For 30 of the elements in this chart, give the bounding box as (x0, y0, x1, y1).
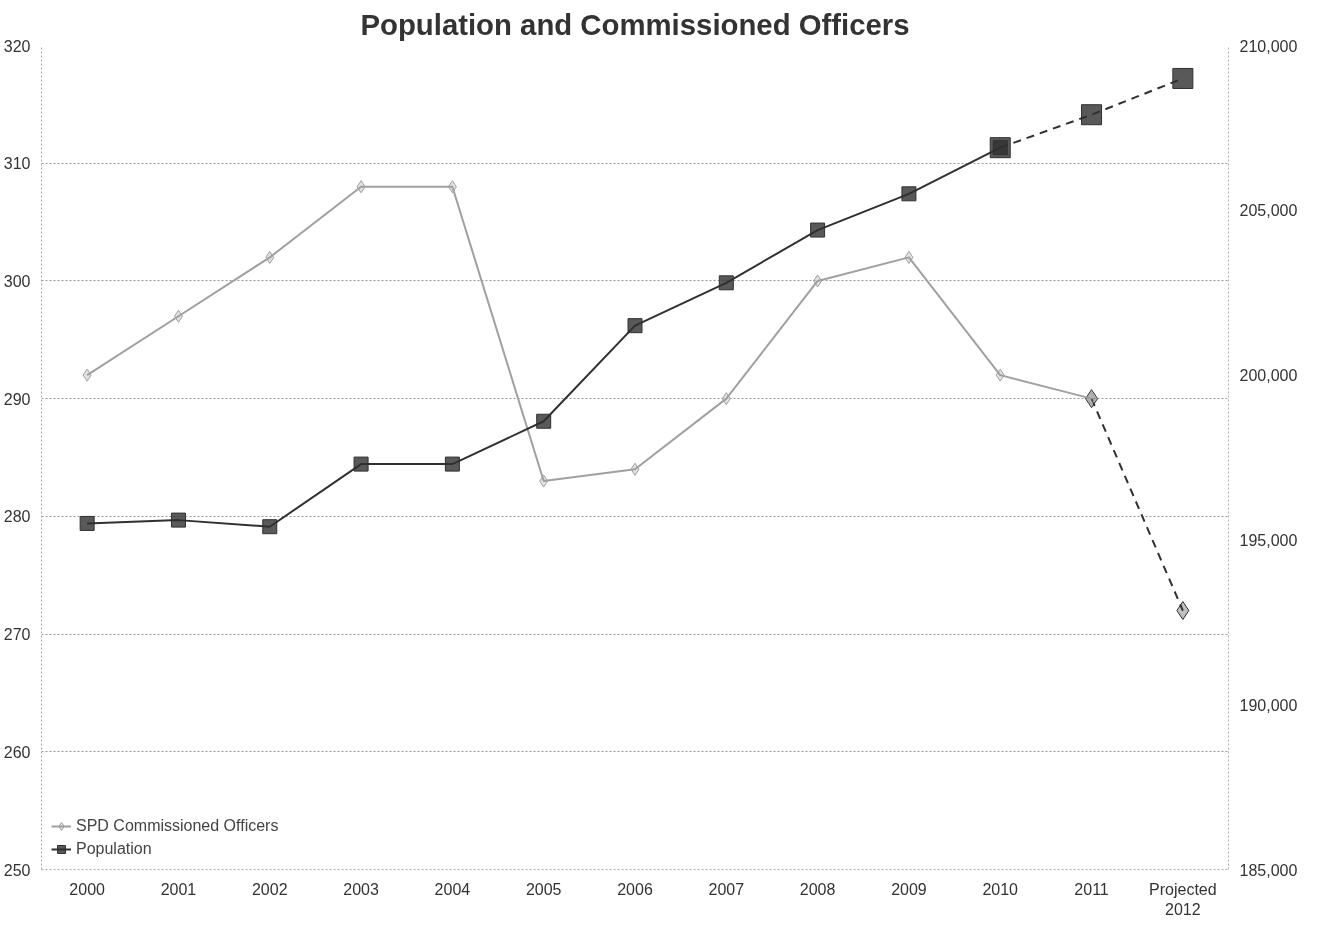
chart-title: Population and Commissioned Officers (360, 7, 910, 41)
x-tick-label: 2007 (708, 880, 745, 898)
y2-tick-label: 205,000 (1239, 202, 1298, 220)
y-tick-label: 260 (3, 743, 31, 761)
y-tick-label: 300 (3, 272, 31, 290)
x-tick-label: 2003 (343, 880, 379, 898)
y2-tick-label: 185,000 (1239, 861, 1298, 879)
y2-tick-label: 190,000 (1239, 696, 1298, 714)
x-tick-label: 2008 (799, 880, 836, 898)
y-tick-label: 290 (3, 390, 31, 408)
x-tick-label: 2000 (69, 880, 106, 898)
x-tick-label: 2004 (434, 880, 471, 898)
legend-label: Population (76, 840, 152, 858)
y-tick-label: 280 (3, 508, 31, 526)
y-tick-label: 270 (3, 626, 31, 644)
x-tick-label: 2001 (160, 880, 197, 898)
x-tick-label: 2010 (982, 880, 1019, 898)
x-tick-label: Projected 2012 (1149, 880, 1217, 918)
legend-label: SPD Commissioned Officers (76, 817, 279, 835)
y-tick-label: 320 (3, 37, 31, 55)
x-tick-label: 2005 (525, 880, 562, 898)
y2-tick-label: 210,000 (1239, 37, 1298, 55)
y2-tick-label: 195,000 (1239, 531, 1298, 549)
x-tick-label: 2006 (617, 880, 653, 898)
y-tick-label: 310 (3, 155, 31, 173)
y-tick-label: 250 (3, 861, 31, 879)
x-tick-label: 2009 (891, 880, 927, 898)
y2-tick-label: 200,000 (1239, 367, 1298, 385)
x-tick-label: 2011 (1074, 880, 1109, 898)
x-tick-label: 2002 (251, 880, 288, 898)
